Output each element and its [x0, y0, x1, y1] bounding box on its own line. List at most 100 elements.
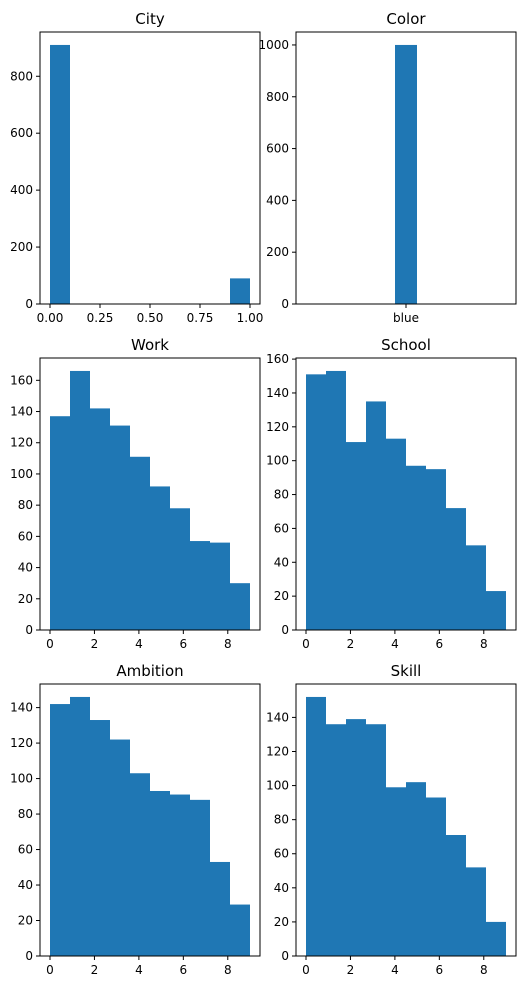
school-xtick-label: 8 [480, 637, 488, 651]
ambition-ytick-label: 0 [25, 949, 33, 963]
color-ytick-label: 600 [266, 142, 289, 156]
work-xtick-label: 8 [224, 637, 232, 651]
ambition-ytick-label: 140 [10, 701, 33, 715]
skill-xtick-label: 6 [436, 963, 444, 977]
work-title: Work [131, 336, 169, 354]
ambition-bar-5 [150, 790, 170, 956]
work-ytick-label: 80 [18, 498, 33, 512]
ambition-ytick-label: 80 [18, 807, 33, 821]
work-ytick-label: 60 [18, 529, 33, 543]
skill-xtick-label: 2 [347, 963, 355, 977]
city-xtick-label: 1.00 [237, 311, 264, 325]
skill-bar-1 [326, 724, 346, 956]
skill-ytick-label: 120 [266, 744, 289, 758]
skill-bar-8 [466, 867, 486, 956]
school-title: School [381, 336, 431, 354]
color-ytick-label: 1000 [258, 38, 289, 52]
ambition-bar-7 [190, 799, 210, 956]
school-bar-7 [446, 508, 466, 630]
ambition-ytick-label: 100 [10, 772, 33, 786]
color-ytick-label: 0 [281, 297, 289, 311]
skill-bar-2 [346, 719, 366, 956]
city-xtick-label: 0.50 [137, 311, 164, 325]
work-ytick-label: 120 [10, 436, 33, 450]
ambition-xtick-label: 4 [135, 963, 143, 977]
skill-ytick-label: 40 [274, 881, 289, 895]
ambition-xtick-label: 0 [46, 963, 54, 977]
work-bar-2 [90, 408, 110, 630]
work-xtick-label: 2 [91, 637, 99, 651]
city-ytick-label: 400 [10, 183, 33, 197]
school-bar-5 [406, 465, 426, 630]
color-ytick-label: 400 [266, 193, 289, 207]
school-ytick-label: 100 [266, 454, 289, 468]
school-ytick-label: 60 [274, 521, 289, 535]
skill-ytick-label: 100 [266, 779, 289, 793]
school-axes-frame [295, 357, 517, 631]
school-bar-3 [366, 401, 386, 630]
ambition-ytick-label: 60 [18, 843, 33, 857]
work-bar-0 [50, 416, 70, 630]
city-ytick-label: 800 [10, 69, 33, 83]
ambition-bar-3 [110, 739, 130, 956]
school-xtick-label: 2 [347, 637, 355, 651]
school-bar-2 [346, 442, 366, 630]
work-bar-6 [170, 508, 190, 630]
work-xtick-label: 4 [135, 637, 143, 651]
work-ytick-label: 140 [10, 405, 33, 419]
panel-color: blue 0 200 400 600 800 1000 Color [258, 10, 517, 325]
work-bar-9 [230, 583, 250, 630]
city-xtick-label: 0.00 [37, 311, 64, 325]
work-bar-4 [130, 456, 150, 630]
school-ytick-label: 40 [274, 555, 289, 569]
skill-bar-6 [426, 797, 446, 956]
ambition-ytick-label: 20 [18, 914, 33, 928]
skill-xtick-label: 8 [480, 963, 488, 977]
city-ytick-label: 600 [10, 126, 33, 140]
skill-ytick-label: 80 [274, 813, 289, 827]
work-axes-frame [39, 357, 261, 631]
skill-xtick-label: 4 [391, 963, 399, 977]
work-ytick-label: 100 [10, 467, 33, 481]
color-title: Color [386, 10, 426, 28]
work-xtick-label: 0 [46, 637, 54, 651]
skill-ytick-label: 0 [281, 949, 289, 963]
work-bar-5 [150, 486, 170, 630]
city-axes-frame [39, 31, 261, 305]
school-ytick-label: 160 [266, 352, 289, 366]
city-ytick-label: 0 [25, 297, 33, 311]
ambition-axes-frame [39, 683, 261, 957]
school-ytick-label: 80 [274, 488, 289, 502]
ambition-bar-9 [230, 904, 250, 956]
skill-ytick-label: 20 [274, 915, 289, 929]
ambition-xtick-label: 6 [180, 963, 188, 977]
ambition-ytick-label: 120 [10, 736, 33, 750]
color-ytick-label: 800 [266, 90, 289, 104]
school-bar-4 [386, 438, 406, 630]
school-bar-8 [466, 545, 486, 630]
school-ytick-label: 120 [266, 420, 289, 434]
school-ytick-label: 140 [266, 386, 289, 400]
ambition-bar-4 [130, 773, 150, 956]
ambition-title: Ambition [116, 662, 183, 680]
city-ytick-label: 200 [10, 240, 33, 254]
skill-bar-9 [486, 921, 506, 956]
work-bar-1 [70, 370, 90, 630]
school-ytick-label: 20 [274, 589, 289, 603]
work-bar-8 [210, 542, 230, 630]
skill-bar-0 [306, 696, 326, 956]
color-ytick-label: 200 [266, 245, 289, 259]
ambition-ytick-label: 40 [18, 878, 33, 892]
school-bar-1 [326, 370, 346, 630]
ambition-bar-1 [70, 696, 90, 956]
skill-xtick-label: 0 [302, 963, 310, 977]
school-bar-6 [426, 469, 446, 630]
work-xtick-label: 6 [180, 637, 188, 651]
city-xtick-label: 0.25 [87, 311, 114, 325]
skill-bar-4 [386, 787, 406, 956]
